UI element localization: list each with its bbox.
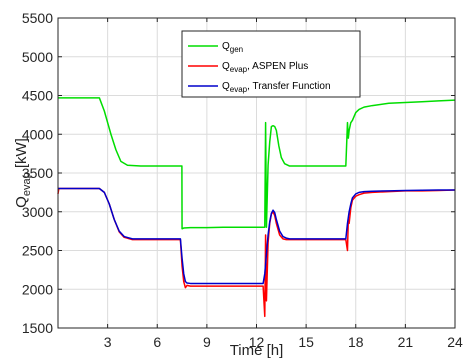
legend-entry-main: Q xyxy=(222,61,230,72)
y-tick-label: 5500 xyxy=(22,10,53,26)
y-axis-label-unit: [kW] xyxy=(13,138,30,172)
legend-entry-suffix: , ASPEN Plus xyxy=(247,61,308,72)
y-tick-label: 2500 xyxy=(22,243,53,259)
y-axis-label-sub: evap xyxy=(21,172,33,196)
y-tick-label: 4000 xyxy=(22,126,53,142)
y-tick-label: 4500 xyxy=(22,88,53,104)
y-tick-label: 5000 xyxy=(22,49,53,65)
x-tick-label: 9 xyxy=(203,334,211,350)
series-line-1 xyxy=(58,97,456,230)
legend-entry-sub: evap xyxy=(230,65,248,74)
x-tick-label: 18 xyxy=(348,334,364,350)
x-tick-label: 21 xyxy=(398,334,414,350)
y-tick-label: 1500 xyxy=(22,320,53,336)
x-axis-label: Time [h] xyxy=(230,342,284,359)
y-tick-label: 3500 xyxy=(22,165,53,181)
x-tick-label: 6 xyxy=(153,334,161,350)
legend-entry-1: Qgen xyxy=(222,41,243,54)
y-tick-label: 3000 xyxy=(22,204,53,220)
legend-entry-main: Q xyxy=(222,81,230,92)
legend-entry-sub: evap xyxy=(230,85,248,94)
x-tick-label: 3 xyxy=(104,334,112,350)
tick-labels: 3 6 9 12 15 18 21 24 1500 2000 2500 3000 3500 4000 450… xyxy=(22,10,463,350)
series-line-3 xyxy=(58,187,455,285)
y-tick-label: 2000 xyxy=(22,281,53,297)
y-axis-label: Qevap [kW] xyxy=(13,138,33,208)
x-tick-label: 15 xyxy=(298,334,314,350)
legend-entry-2: Qevap, ASPEN Plus xyxy=(222,61,308,74)
legend-entry-3: Qevap, Transfer Function xyxy=(222,81,331,94)
legend-entry-main: Q xyxy=(222,41,230,52)
x-tick-label: 12 xyxy=(249,334,265,350)
legend-entry-sub: gen xyxy=(230,45,243,54)
y-axis-label-main: Q xyxy=(13,196,30,208)
series-layer xyxy=(57,97,456,318)
legend-entry-suffix: , Transfer Function xyxy=(247,81,330,92)
x-tick-label: 24 xyxy=(447,334,463,350)
